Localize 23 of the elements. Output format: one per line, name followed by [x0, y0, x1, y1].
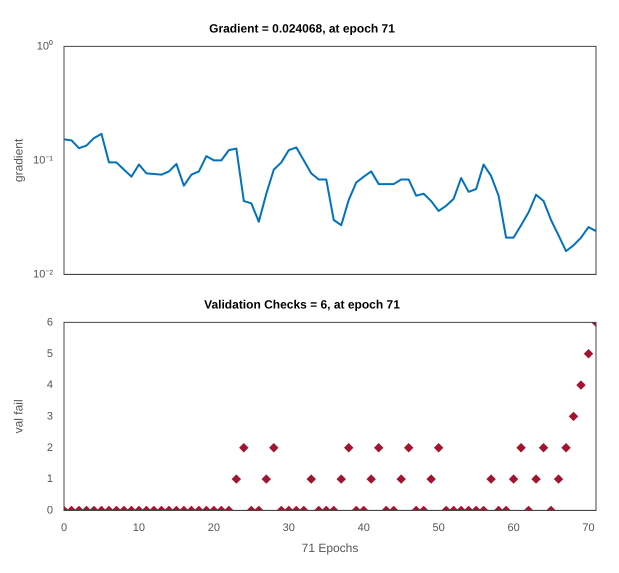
y-axis-title: gradient [12, 138, 26, 182]
x-tick-label: 0 [60, 522, 68, 534]
y-tick-label: 10⁻² [33, 268, 54, 280]
x-tick-label: 70 [582, 522, 595, 534]
y-tick-label: 5 [46, 348, 53, 360]
x-axis-title: 71 Epochs [302, 541, 358, 556]
chart-title: Validation Checks = 6, at epoch 71 [204, 298, 400, 312]
y-tick-label: 4 [46, 379, 53, 392]
y-axis-title: val fail [12, 399, 26, 434]
y-tick-label: 3 [46, 410, 53, 422]
x-tick-label: 50 [432, 522, 445, 534]
y-tick-label: 1 [46, 473, 53, 486]
y-tick-label: 2 [46, 442, 53, 454]
chart-title: Gradient = 0.024068, at epoch 71 [209, 22, 396, 36]
y-tick-label: 10⁰ [36, 39, 53, 52]
x-tick-label: 40 [358, 522, 370, 534]
x-tick-label: 60 [507, 522, 520, 534]
y-tick-label: 10⁻¹ [33, 154, 54, 166]
y-tick-label: 6 [46, 316, 53, 328]
x-tick-label: 10 [132, 522, 146, 534]
x-tick-label: 30 [282, 522, 295, 534]
y-tick-label: 0 [46, 504, 53, 516]
x-tick-label: 20 [208, 522, 220, 534]
